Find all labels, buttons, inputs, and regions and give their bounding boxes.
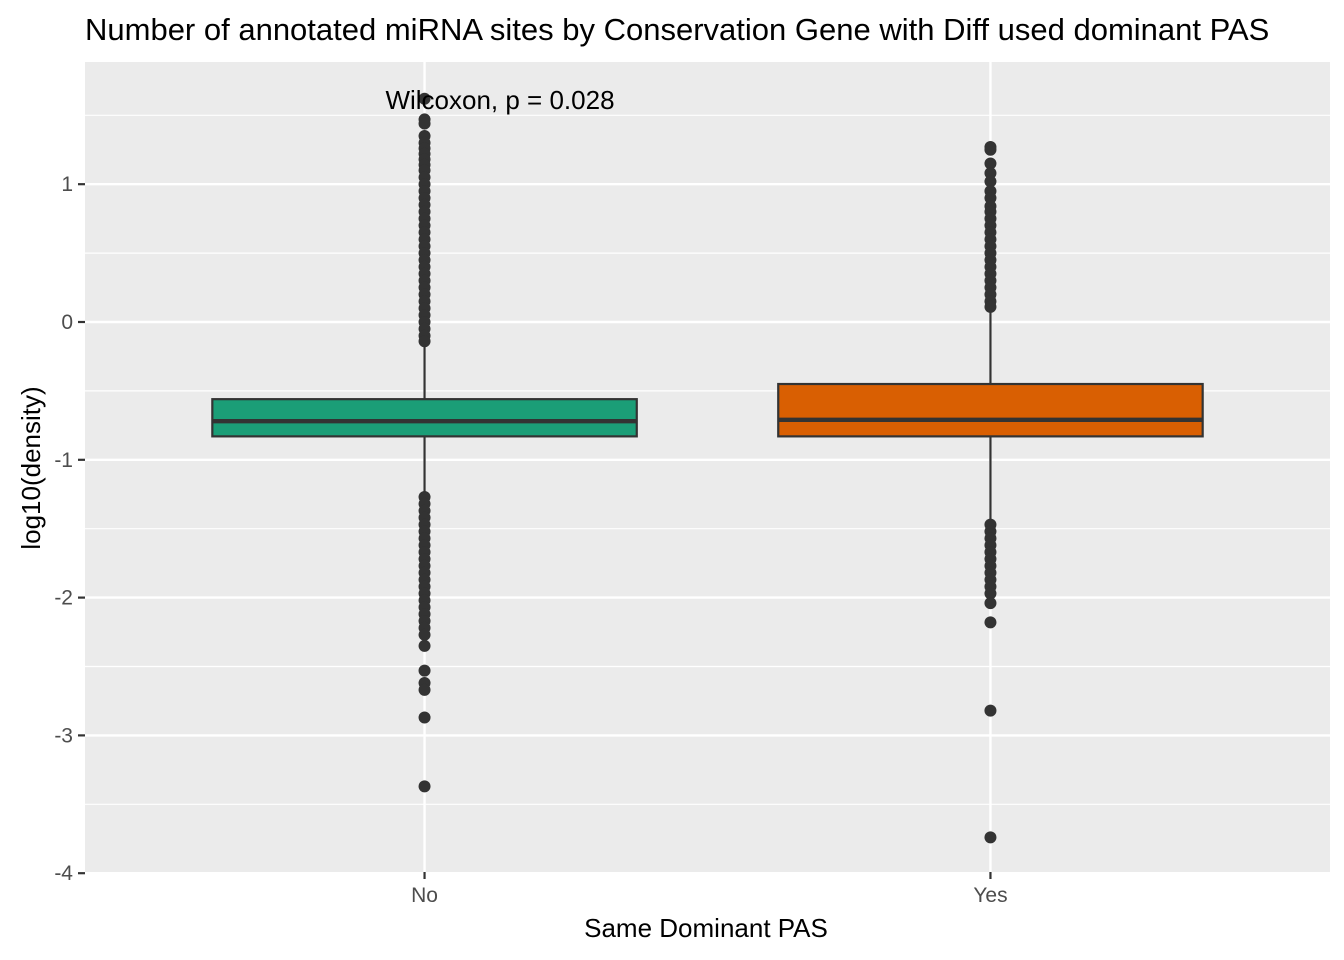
y-tick-label: -1 xyxy=(54,449,73,472)
outlier-point xyxy=(418,117,431,130)
outlier-point xyxy=(418,711,431,724)
outlier-point xyxy=(418,664,431,677)
outlier-point xyxy=(418,780,431,793)
box-body xyxy=(211,398,638,438)
x-tick-label: No xyxy=(411,884,438,907)
outlier-point xyxy=(984,167,997,180)
y-tick-label: -3 xyxy=(54,724,73,747)
outlier-point xyxy=(984,175,997,188)
outlier-point xyxy=(984,191,997,204)
outlier-point xyxy=(984,831,997,844)
y-tick-label: -4 xyxy=(54,862,73,885)
y-tick-label: 0 xyxy=(61,311,73,334)
box-no xyxy=(211,92,638,793)
chart-title: Number of annotated miRNA sites by Conse… xyxy=(85,12,1270,47)
y-tick-label: 1 xyxy=(61,173,73,196)
outlier-point xyxy=(984,704,997,717)
y-axis-title: log10(density) xyxy=(16,386,46,549)
box-yes xyxy=(777,140,1204,844)
outlier-point xyxy=(984,300,997,313)
x-axis-title: Same Dominant PAS xyxy=(584,913,828,943)
x-tick-label: Yes xyxy=(973,884,1007,907)
y-tick-label: -2 xyxy=(54,587,73,610)
outlier-point xyxy=(984,587,997,600)
outlier-point xyxy=(418,628,431,641)
plot-panel xyxy=(85,62,1330,872)
outlier-point xyxy=(418,92,431,105)
outlier-point xyxy=(984,616,997,629)
outlier-point xyxy=(984,157,997,170)
outlier-point xyxy=(418,683,431,696)
stat-annotation: Wilcoxon, p = 0.028 xyxy=(385,85,614,115)
outlier-point xyxy=(418,639,431,652)
box-body xyxy=(777,382,1204,438)
outlier-point xyxy=(984,143,997,156)
outlier-point xyxy=(984,597,997,610)
outlier-point xyxy=(418,335,431,348)
